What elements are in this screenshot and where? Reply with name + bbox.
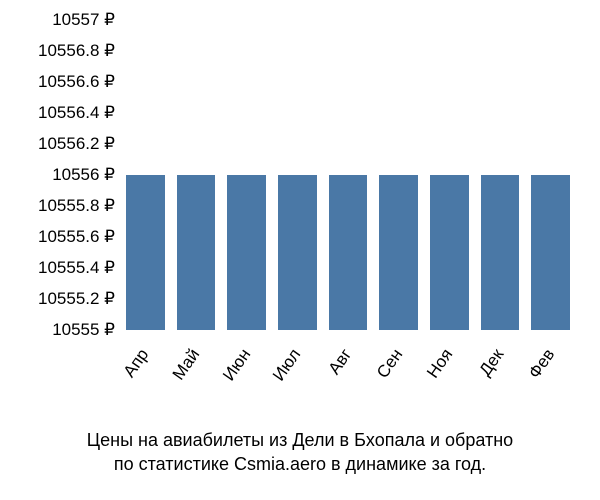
chart-caption-line2: по статистике Csmia.aero в динамике за г… — [0, 452, 600, 476]
x-tick-slot: Фев — [531, 335, 570, 415]
x-tick-slot: Авг — [329, 335, 368, 415]
x-tick-slot: Апр — [126, 335, 165, 415]
y-tick-label: 10556.2 ₽ — [38, 134, 115, 154]
y-tick-label: 10557 ₽ — [52, 10, 115, 30]
x-tick-label: Фев — [524, 345, 558, 382]
y-tick-label: 10555.6 ₽ — [38, 227, 115, 247]
bar — [531, 175, 570, 330]
bar — [278, 175, 317, 330]
x-tick-slot: Июл — [278, 335, 317, 415]
x-tick-label: Апр — [120, 345, 154, 381]
y-tick-label: 10555.2 ₽ — [38, 289, 115, 309]
y-tick-label: 10556.4 ₽ — [38, 103, 115, 123]
bar — [329, 175, 368, 330]
y-tick-label: 10555.8 ₽ — [38, 196, 115, 216]
x-tick-slot: Сен — [379, 335, 418, 415]
x-tick-label: Сен — [373, 345, 407, 382]
bars-container — [120, 20, 570, 330]
bar — [481, 175, 520, 330]
bar — [430, 175, 469, 330]
x-tick-slot: Дек — [481, 335, 520, 415]
x-axis-ticks: АпрМайИюнИюлАвгСенНояДекФев — [120, 335, 570, 415]
x-tick-slot: Июн — [227, 335, 266, 415]
price-chart: 10557 ₽ 10556.8 ₽ 10556.6 ₽ 10556.4 ₽ 10556.… — [0, 0, 600, 500]
y-tick-label: 10555.4 ₽ — [38, 258, 115, 278]
y-tick-label: 10556.8 ₽ — [38, 41, 115, 61]
bar — [379, 175, 418, 330]
y-tick-label: 10555 ₽ — [52, 320, 115, 340]
chart-caption-line1: Цены на авиабилеты из Дели в Бхопала и о… — [0, 428, 600, 452]
x-tick-label: Июн — [219, 345, 255, 385]
x-tick-label: Ноя — [423, 345, 457, 382]
bar — [126, 175, 165, 330]
bar — [177, 175, 216, 330]
bar — [227, 175, 266, 330]
y-axis-ticks: 10557 ₽10556.8 ₽10556.6 ₽10556.4 ₽10556.… — [0, 20, 115, 330]
x-tick-slot: Май — [177, 335, 216, 415]
x-tick-label: Авг — [325, 345, 357, 378]
y-tick-label: 10556 ₽ — [52, 165, 115, 185]
x-tick-label: Дек — [476, 345, 509, 380]
y-tick-label: 10556.6 ₽ — [38, 72, 115, 92]
plot-area — [120, 20, 570, 330]
x-tick-slot: Ноя — [430, 335, 469, 415]
x-tick-label: Май — [169, 345, 204, 384]
x-tick-label: Июл — [269, 345, 305, 385]
